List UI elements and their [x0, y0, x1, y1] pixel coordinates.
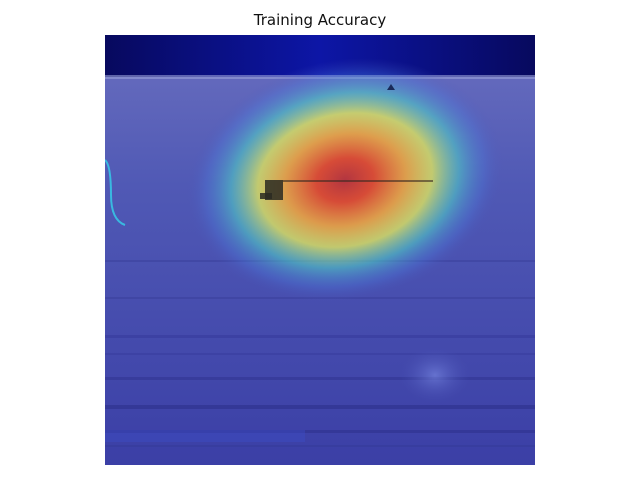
heatmap-image — [105, 35, 535, 465]
buoy-icon — [387, 84, 395, 90]
figure-title: Training Accuracy — [253, 11, 387, 29]
heatmap-svg — [105, 35, 535, 465]
edge-line — [105, 159, 126, 226]
faint-glow — [400, 347, 470, 403]
boat-icon — [260, 180, 433, 200]
lower-light-streak — [105, 430, 305, 442]
